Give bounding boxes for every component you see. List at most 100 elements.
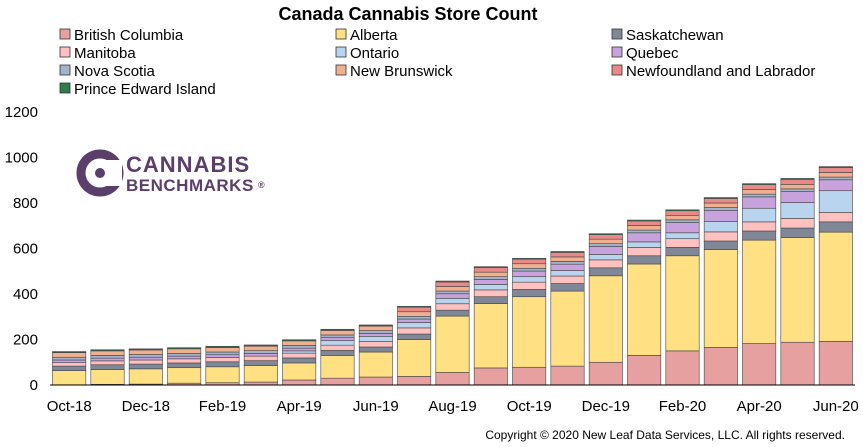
bar-segment bbox=[665, 219, 700, 223]
bar-segment bbox=[588, 254, 623, 261]
bar-segment bbox=[818, 176, 853, 181]
bar-segment bbox=[512, 289, 547, 298]
bar-segment bbox=[243, 344, 278, 347]
bar-segment bbox=[742, 184, 777, 190]
bar-segment bbox=[780, 227, 815, 238]
bar-segment bbox=[818, 172, 853, 178]
bar-segment bbox=[473, 267, 508, 273]
bar-segment bbox=[703, 202, 738, 208]
bar-segment bbox=[818, 231, 853, 342]
bar-segment bbox=[703, 198, 738, 204]
bar-segment bbox=[90, 349, 125, 351]
bar-segment bbox=[320, 334, 355, 338]
bar-segment bbox=[550, 252, 585, 258]
legend-label: British Columbia bbox=[74, 27, 184, 44]
bar-segment bbox=[703, 249, 738, 348]
bar-segment bbox=[780, 178, 815, 180]
bar-segment bbox=[52, 370, 87, 386]
bar-segment bbox=[320, 344, 355, 351]
bar-segment bbox=[128, 368, 163, 385]
legend-label: Nova Scotia bbox=[74, 63, 156, 80]
bar-segment bbox=[397, 322, 432, 329]
bar-segment bbox=[473, 271, 508, 278]
bar-segment bbox=[52, 352, 87, 358]
bar-segment bbox=[627, 263, 662, 356]
bar-segment bbox=[742, 189, 777, 195]
bar-segment bbox=[358, 336, 393, 342]
logo-mark-icon bbox=[76, 149, 124, 197]
chart-title: Canada Cannabis Store Count bbox=[278, 4, 537, 24]
logo-text-line1: CANNABIS bbox=[126, 152, 250, 177]
bar-segment bbox=[703, 221, 738, 233]
bar-segment bbox=[243, 353, 278, 357]
bars bbox=[52, 166, 853, 386]
bar-segment bbox=[320, 355, 355, 379]
bar-segment bbox=[282, 350, 317, 354]
bar-segment bbox=[550, 251, 585, 253]
bar-segment bbox=[282, 362, 317, 381]
bar-segment bbox=[205, 347, 240, 353]
bar-segment bbox=[435, 281, 470, 287]
bar-segment bbox=[435, 315, 470, 373]
bar-segment bbox=[742, 221, 777, 232]
bar-segment bbox=[588, 238, 623, 245]
bar-segment bbox=[205, 366, 240, 384]
bar-segment bbox=[742, 343, 777, 386]
bar-segment bbox=[512, 267, 547, 272]
bar-segment bbox=[627, 355, 662, 386]
bar-segment bbox=[627, 219, 662, 222]
bar-segment bbox=[780, 179, 815, 185]
bar-segment bbox=[742, 239, 777, 344]
bar-segment bbox=[473, 279, 508, 285]
bar-segment bbox=[512, 257, 547, 260]
bar-segment bbox=[473, 303, 508, 369]
bar-segment bbox=[627, 247, 662, 257]
bar-segment bbox=[435, 280, 470, 283]
bar-segment bbox=[512, 258, 547, 265]
bar-segment bbox=[397, 305, 432, 308]
bar-segment bbox=[665, 255, 700, 352]
bar-segment bbox=[167, 353, 202, 357]
x-tick-label: Jun-19 bbox=[353, 398, 399, 415]
bar-segment bbox=[397, 376, 432, 386]
bar-segment bbox=[320, 377, 355, 386]
bar-segment bbox=[703, 209, 738, 222]
bar-segment bbox=[473, 276, 508, 280]
legend-swatch bbox=[335, 46, 347, 58]
bar-segment bbox=[358, 341, 393, 348]
bar-segment bbox=[665, 214, 700, 221]
y-tick-label: 1000 bbox=[5, 150, 38, 167]
bar-segment bbox=[512, 263, 547, 269]
bar-segment bbox=[550, 283, 585, 292]
bar-segment bbox=[128, 354, 163, 358]
bar-segment bbox=[397, 318, 432, 323]
bar-segment bbox=[397, 327, 432, 335]
bar-segment bbox=[397, 333, 432, 340]
bar-segment bbox=[742, 193, 777, 198]
bar-segment bbox=[473, 284, 508, 291]
bar-segment bbox=[435, 372, 470, 386]
bar-segment bbox=[128, 359, 163, 365]
legend-label: New Brunswick bbox=[350, 63, 453, 80]
bar-segment bbox=[588, 233, 623, 235]
bar-segment bbox=[742, 183, 777, 185]
bar-segment bbox=[627, 225, 662, 231]
bar-segment bbox=[90, 360, 125, 366]
bar-segment bbox=[90, 369, 125, 385]
bar-segment bbox=[205, 346, 240, 348]
legend-label: Quebec bbox=[626, 45, 679, 62]
bar-segment bbox=[512, 276, 547, 283]
bar-segment bbox=[512, 296, 547, 368]
bar-segment bbox=[588, 243, 623, 247]
bar-segment bbox=[358, 330, 393, 334]
bar-segment bbox=[435, 298, 470, 305]
legend-label: Prince Edward Island bbox=[74, 81, 216, 98]
bar-segment bbox=[703, 197, 738, 199]
legend: British Columbia Alberta Saskatchewan Manit… bbox=[59, 27, 815, 98]
bar-segment bbox=[588, 246, 623, 255]
bar-segment bbox=[665, 350, 700, 386]
x-tick-label: Oct-18 bbox=[47, 398, 92, 415]
bar-segment bbox=[320, 337, 355, 341]
copyright-text: Copyright © 2020 New Leaf Data Services,… bbox=[485, 428, 845, 442]
bar-segment bbox=[52, 351, 87, 353]
